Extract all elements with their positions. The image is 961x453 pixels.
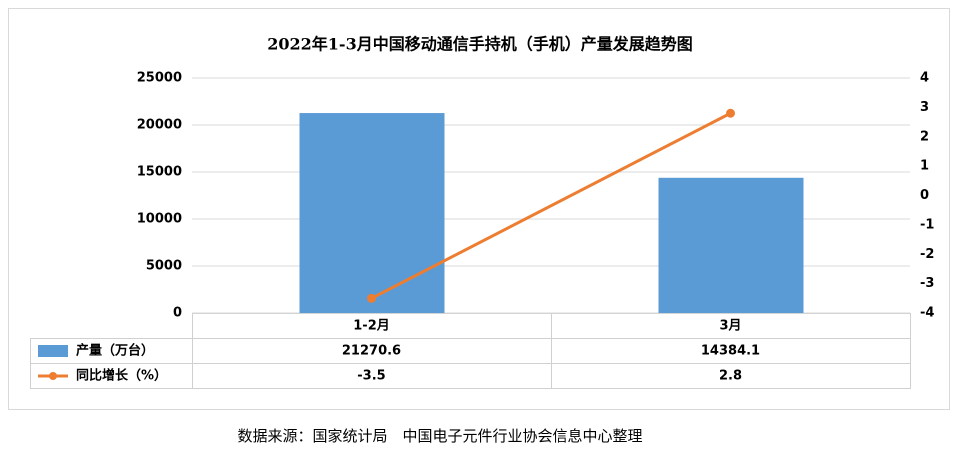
y2-tick-label: -4 [920, 306, 934, 321]
table-value: 14384.1 [701, 344, 760, 359]
y2-tick-label: 1 [920, 159, 929, 174]
y-tick-label: 10000 [137, 212, 182, 227]
line-point [726, 108, 735, 118]
legend-label: 产量（万台） [76, 343, 154, 359]
y-tick-label: 20000 [137, 118, 182, 133]
y-tick-label: 0 [173, 306, 182, 321]
y2-tick-label: -1 [920, 217, 934, 232]
chart-title: 2022年1-3月中国移动通信手持机（手机）产量发展趋势图 [267, 35, 692, 54]
y-tick-label: 25000 [137, 71, 182, 86]
bar [299, 113, 445, 313]
y2-tick-label: 2 [920, 129, 929, 144]
y-tick-label: 5000 [146, 259, 182, 274]
y2-tick-label: 4 [920, 71, 929, 86]
y2-tick-label: -3 [920, 276, 934, 291]
legend-swatch-marker [49, 372, 57, 380]
y2-tick-label: 0 [920, 188, 929, 203]
y2-tick-label: -2 [920, 247, 934, 262]
line-point [367, 293, 376, 303]
y-tick-label: 15000 [137, 165, 182, 180]
x-tick-label: 1-2月 [353, 319, 390, 334]
y2-tick-label: 3 [920, 100, 929, 115]
table-value: -3.5 [357, 369, 385, 384]
table-value: 2.8 [719, 369, 742, 384]
table-value: 21270.6 [342, 344, 401, 359]
legend-label: 同比增长（%） [76, 368, 167, 384]
line-series [370, 111, 732, 300]
legend-swatch [38, 345, 68, 357]
source-note: 数据来源：国家统计局 中国电子元件行业协会信息中心整理 [237, 427, 642, 445]
bar [658, 177, 804, 313]
x-tick-label: 3月 [719, 319, 741, 334]
